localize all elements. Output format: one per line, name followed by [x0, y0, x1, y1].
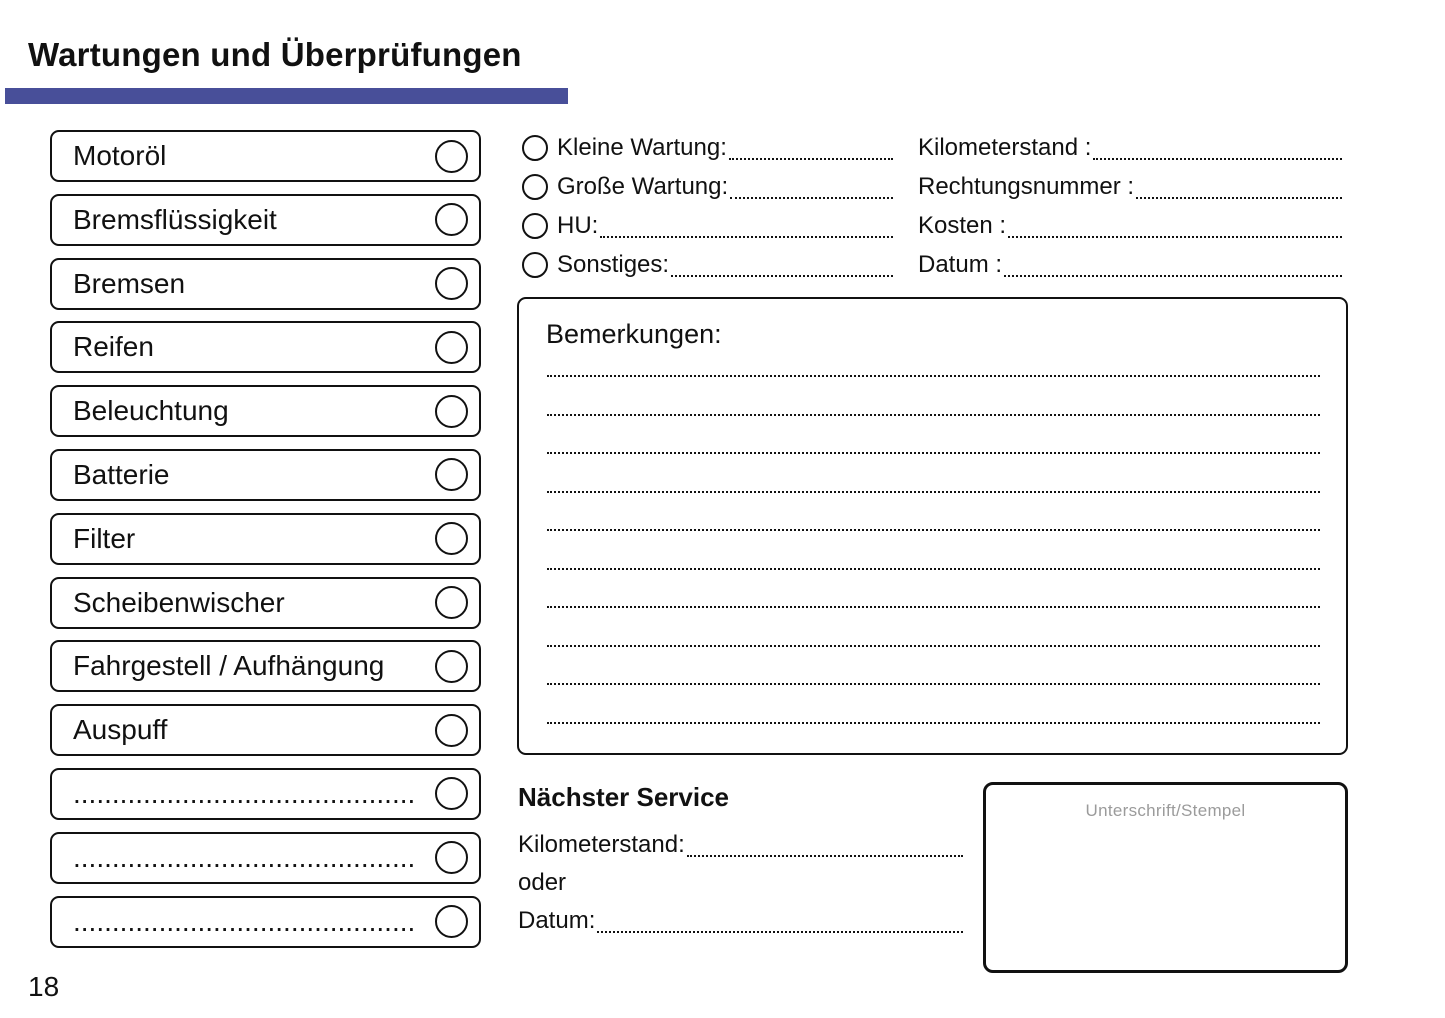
field-rechtungsnummer: Rechtungsnummer :	[918, 167, 1342, 206]
signature-stamp-label: Unterschrift/Stempel	[1085, 801, 1246, 820]
remarks-line[interactable]	[547, 644, 1320, 647]
remarks-line[interactable]	[547, 606, 1320, 609]
checkbox-circle-icon[interactable]	[435, 394, 468, 428]
checklist-item-bremsen: Bremsen	[50, 257, 481, 310]
field-label: Datum :	[918, 250, 1003, 278]
checkbox-circle-icon[interactable]	[435, 841, 468, 875]
remarks-line[interactable]	[547, 721, 1320, 724]
remarks-line[interactable]	[547, 375, 1320, 377]
page-title: Wartungen und Überprüfungen	[28, 36, 522, 73]
service-option-grosse-wartung: Große Wartung:	[522, 167, 893, 206]
field-label: Rechtungsnummer :	[918, 172, 1135, 200]
field-kilometerstand: Kilometerstand :	[918, 128, 1342, 167]
radio-circle-icon[interactable]	[522, 134, 548, 161]
service-record-fields: Kilometerstand : Rechtungsnummer : Koste…	[918, 128, 1342, 284]
fill-in-line[interactable]	[730, 197, 893, 199]
checklist-item-blank-line[interactable]: ........................................…	[73, 777, 416, 809]
checklist-item-label: Batterie	[73, 458, 170, 490]
next-service-oder: oder	[518, 864, 963, 902]
checklist-item-blank-line[interactable]: ........................................…	[73, 905, 416, 937]
field-label: Datum:	[518, 907, 596, 934]
service-option-kleine-wartung: Kleine Wartung:	[522, 128, 893, 167]
remarks-line[interactable]	[547, 567, 1320, 570]
page-number: 18	[28, 971, 60, 1002]
radio-circle-icon[interactable]	[522, 212, 548, 239]
maintenance-checklist: Motoröl Bremsflüssigkeit Bremsen Reifen …	[50, 130, 481, 948]
service-option-label: Sonstiges:	[557, 250, 670, 278]
fill-in-line[interactable]	[1004, 275, 1342, 277]
checkbox-circle-icon[interactable]	[435, 777, 468, 811]
next-service-datum: Datum:	[518, 902, 963, 940]
checkbox-circle-icon[interactable]	[435, 649, 468, 683]
checklist-item-blank-line[interactable]: ........................................…	[73, 841, 416, 873]
checklist-item-label: Scheibenwischer	[73, 586, 285, 618]
next-service-title: Nächster Service	[518, 782, 730, 812]
remarks-line[interactable]	[547, 490, 1320, 493]
fill-in-line[interactable]	[1008, 236, 1342, 238]
checklist-item-blank-1: ........................................…	[50, 767, 481, 820]
field-label: Kosten :	[918, 211, 1007, 239]
checkbox-circle-icon[interactable]	[435, 905, 468, 939]
next-service-section: Nächster Service Kilometerstand: oder Da…	[518, 782, 963, 940]
signature-stamp-box[interactable]: Unterschrift/Stempel	[983, 782, 1348, 973]
checklist-item-label: Beleuchtung	[73, 395, 229, 427]
checklist-item-filter: Filter	[50, 512, 481, 565]
checklist-item-reifen: Reifen	[50, 321, 481, 374]
checklist-item-label: Filter	[73, 522, 136, 554]
checkbox-circle-icon[interactable]	[435, 713, 468, 747]
remarks-line[interactable]	[547, 683, 1320, 686]
service-type-options: Kleine Wartung: Große Wartung: HU: Sonst…	[522, 128, 893, 284]
fill-in-line[interactable]	[597, 931, 963, 933]
fill-in-line[interactable]	[1136, 197, 1342, 199]
fill-in-line[interactable]	[1093, 158, 1342, 160]
checkbox-circle-icon[interactable]	[435, 458, 468, 492]
checklist-item-label: Bremsen	[73, 267, 186, 299]
next-service-kilometerstand: Kilometerstand:	[518, 826, 963, 864]
remarks-box[interactable]: Bemerkungen:	[517, 297, 1348, 755]
fill-in-line[interactable]	[728, 158, 893, 160]
remarks-line[interactable]	[547, 413, 1320, 416]
checkbox-circle-icon[interactable]	[435, 586, 468, 620]
service-option-hu: HU:	[522, 206, 893, 245]
checklist-item-label: Motoröl	[73, 140, 167, 171]
radio-circle-icon[interactable]	[522, 251, 548, 278]
checklist-item-scheibenwischer: Scheibenwischer	[50, 576, 481, 629]
checklist-item-auspuff: Auspuff	[50, 704, 481, 757]
remarks-line[interactable]	[547, 452, 1320, 455]
radio-circle-icon[interactable]	[522, 173, 548, 200]
field-label: Kilometerstand :	[918, 133, 1092, 161]
service-option-label: Kleine Wartung:	[557, 133, 727, 161]
field-datum: Datum :	[918, 245, 1342, 284]
checklist-item-batterie: Batterie	[50, 448, 481, 501]
checklist-item-blank-2: ........................................…	[50, 831, 481, 884]
checklist-item-beleuchtung: Beleuchtung	[50, 385, 481, 438]
checklist-item-label: Auspuff	[73, 714, 168, 746]
field-kosten: Kosten :	[918, 206, 1342, 245]
fill-in-line[interactable]	[686, 855, 963, 857]
service-option-sonstiges: Sonstiges:	[522, 245, 893, 284]
checklist-item-label: Bremsflüssigkeit	[73, 203, 277, 235]
checkbox-circle-icon[interactable]	[435, 522, 468, 556]
fill-in-line[interactable]	[600, 236, 893, 238]
service-option-label: HU:	[557, 211, 599, 239]
checklist-item-label: Reifen	[73, 331, 154, 363]
remarks-line[interactable]	[547, 529, 1320, 532]
field-label: oder	[518, 869, 567, 896]
checkbox-circle-icon[interactable]	[435, 267, 468, 301]
checklist-item-motoroel: Motoröl	[50, 130, 481, 182]
fill-in-line[interactable]	[671, 275, 893, 277]
checklist-item-label: Fahrgestell / Aufhängung	[73, 650, 385, 682]
checkbox-circle-icon[interactable]	[435, 330, 468, 364]
checklist-item-fahrgestell-aufhaengung: Fahrgestell / Aufhängung	[50, 640, 481, 693]
remarks-title: Bemerkungen:	[546, 319, 722, 349]
field-label: Kilometerstand:	[518, 831, 685, 858]
checklist-item-bremsfluessigkeit: Bremsflüssigkeit	[50, 193, 481, 246]
service-option-label: Große Wartung:	[557, 172, 729, 200]
checklist-item-blank-3: ........................................…	[50, 895, 481, 948]
accent-bar	[5, 88, 568, 104]
checkbox-circle-icon[interactable]	[435, 203, 468, 237]
checkbox-circle-icon[interactable]	[435, 139, 468, 173]
